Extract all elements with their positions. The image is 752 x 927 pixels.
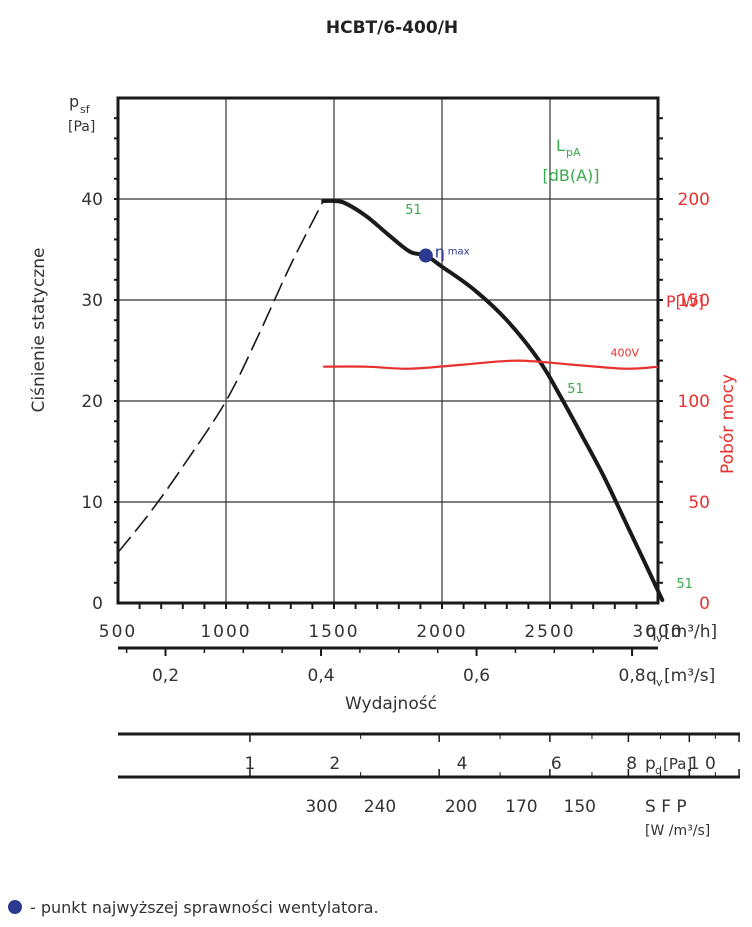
series-power-400V bbox=[323, 359, 659, 370]
power-tick-label: 0 bbox=[699, 594, 710, 614]
x2-unit: [m³/s] bbox=[664, 666, 715, 686]
y-tick-label: 40 bbox=[81, 190, 103, 210]
x2-axis-ticks bbox=[125, 648, 634, 656]
x-tick-label: 1500 bbox=[308, 622, 359, 642]
series-static-pressure bbox=[321, 198, 665, 602]
power-axis-title: Pobór mocy bbox=[718, 374, 738, 474]
x2-tick-label: 0,4 bbox=[308, 666, 335, 686]
pd-scale-ticks bbox=[249, 734, 740, 777]
legend-eta-dot bbox=[8, 900, 22, 914]
y-unit: [Pa] bbox=[68, 119, 95, 135]
sfp-tick-label: 240 bbox=[364, 797, 396, 817]
noise-level-label: 51 bbox=[676, 577, 693, 592]
y-tick-label: 0 bbox=[92, 594, 103, 614]
grid-lines bbox=[118, 98, 658, 603]
lpa-unit: [dB(A)] bbox=[542, 166, 599, 185]
eta-max-subscript: max bbox=[448, 247, 470, 258]
eta-max-marker bbox=[418, 248, 433, 263]
eta-max-label: η bbox=[435, 243, 445, 262]
y-unit-symbol: p bbox=[69, 92, 79, 111]
x2-tick-label: 0,6 bbox=[463, 666, 490, 686]
x-unit-symbol: q bbox=[646, 622, 657, 642]
y-axis-title: Ciśnienie statyczne bbox=[29, 248, 49, 413]
minor-ticks bbox=[114, 117, 663, 609]
x-tick-label: 2500 bbox=[524, 622, 575, 642]
x-tick-label: 2000 bbox=[416, 622, 467, 642]
noise-level-label: 51 bbox=[405, 203, 422, 218]
x2-unit-subscript: v bbox=[656, 676, 663, 689]
annotations-group: 51 51 51 400V bbox=[405, 203, 693, 592]
plot-frame bbox=[116, 96, 660, 605]
power-tick-label: 200 bbox=[678, 190, 710, 210]
y-tick-label: 10 bbox=[81, 493, 103, 513]
series-group bbox=[117, 198, 665, 602]
x-axis-title: Wydajność bbox=[345, 694, 437, 714]
sfp-tick-label: 200 bbox=[445, 797, 477, 817]
pd-scale-labels: 1 2 4 6 8 1 0 bbox=[245, 754, 716, 774]
sfp-tick-label: 300 bbox=[305, 797, 337, 817]
x-tick-label: 500 bbox=[99, 622, 137, 642]
sfp-scale-labels: 300 240 200 170 150 bbox=[305, 797, 596, 817]
power-tick-label: 50 bbox=[688, 493, 710, 513]
y-unit-subscript: sf bbox=[80, 103, 91, 116]
pd-unit-symbol: p bbox=[645, 754, 656, 774]
power-curve-label: 400V bbox=[610, 347, 639, 360]
x2-tick-label: 0,8 bbox=[619, 666, 646, 686]
y-tick-label: 20 bbox=[81, 392, 103, 412]
power-unit: P[W] bbox=[666, 292, 704, 311]
pd-tick-label: 4 bbox=[457, 754, 468, 774]
x-unit: [m³/h] bbox=[664, 622, 717, 642]
pd-tick-label: 1 0 bbox=[689, 754, 716, 774]
x2-unit-symbol: q bbox=[646, 666, 657, 686]
pd-tick-label: 8 bbox=[626, 754, 637, 774]
sfp-tick-label: 150 bbox=[564, 797, 596, 817]
y-axis-labels: 0 10 20 30 40 bbox=[81, 190, 103, 614]
pd-tick-label: 1 bbox=[245, 754, 256, 774]
sfp-unit: [W /m³/s] bbox=[645, 823, 710, 839]
x2-axis-labels: 0,2 0,4 0,6 0,8 bbox=[152, 666, 646, 686]
noise-level-label: 51 bbox=[567, 382, 584, 397]
sfp-tick-label: 170 bbox=[505, 797, 537, 817]
pd-unit-subscript: d bbox=[655, 764, 662, 777]
pd-tick-label: 2 bbox=[329, 754, 340, 774]
lpa-subscript: pA bbox=[566, 146, 581, 159]
series-unstable-region bbox=[117, 200, 324, 554]
legend-text: - punkt najwyższej sprawności wentylator… bbox=[30, 898, 379, 917]
x-axis-labels: 500 1000 1500 2000 2500 3000 bbox=[99, 622, 683, 642]
pd-unit: [Pa] bbox=[663, 755, 692, 773]
x-tick-label: 3000 bbox=[632, 622, 683, 642]
power-tick-label: 100 bbox=[678, 392, 710, 412]
power-tick-label: 150 bbox=[678, 291, 710, 311]
sfp-label: S F P bbox=[645, 797, 687, 817]
x-tick-label: 1000 bbox=[200, 622, 251, 642]
lpa-label: L bbox=[556, 136, 565, 155]
x2-tick-label: 0,2 bbox=[152, 666, 179, 686]
y-tick-label: 30 bbox=[81, 291, 103, 311]
chart-title: HCBT/6-400/H bbox=[326, 18, 458, 38]
power-axis-labels: 0 50 100 150 200 bbox=[678, 190, 710, 614]
x-unit-subscript: v bbox=[656, 632, 663, 645]
pd-tick-label: 6 bbox=[551, 754, 562, 774]
